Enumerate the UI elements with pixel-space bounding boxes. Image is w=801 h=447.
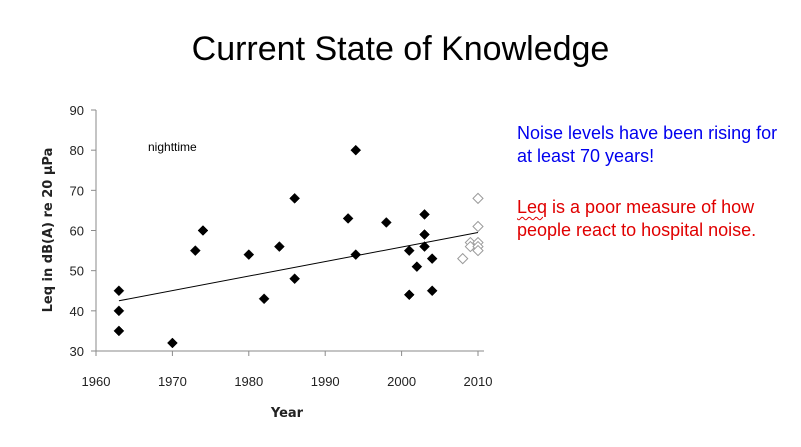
leq-measure-note: Leq is a poor measure of how people reac… — [517, 196, 792, 242]
filled-diamond-point — [258, 293, 270, 305]
chart-axes — [91, 109, 484, 356]
x-tick-label: 2010 — [464, 374, 493, 389]
y-tick-label: 40 — [70, 304, 84, 319]
filled-diamond-point — [274, 241, 285, 252]
hollow-diamond-point — [472, 220, 484, 233]
filled-diamond-point — [197, 225, 209, 236]
data-points — [113, 144, 484, 349]
filled-diamond-point — [419, 209, 430, 220]
x-axis-title: Year — [270, 406, 304, 421]
y-tick-label: 70 — [70, 183, 84, 198]
filled-diamond-point — [113, 285, 125, 297]
filled-diamond-point — [289, 273, 300, 285]
chart-tick-labels: 30 40 50 60 70 80 90 1960 1970 1980 1990 2000 2010 — [70, 103, 493, 389]
filled-diamond-point — [419, 229, 430, 240]
x-tick-label: 2000 — [387, 374, 416, 389]
leq-word: Leq — [517, 197, 548, 217]
filled-diamond-point — [243, 249, 255, 260]
filled-diamond-point — [167, 337, 178, 349]
filled-diamond-point — [113, 305, 125, 317]
x-tick-label: 1980 — [234, 374, 263, 389]
filled-diamond-point — [289, 193, 300, 204]
nighttime-annotation: nighttime — [148, 140, 197, 154]
filled-diamond-point — [403, 245, 415, 256]
x-tick-label: 1960 — [82, 374, 111, 389]
x-tick-label: 1990 — [311, 374, 340, 389]
filled-diamond-point — [113, 325, 125, 337]
y-tick-label: 80 — [70, 143, 84, 158]
filled-diamond-point — [189, 245, 201, 256]
y-tick-label: 60 — [70, 224, 84, 239]
filled-diamond-point — [426, 253, 438, 264]
slide-title: Current State of Knowledge — [191, 30, 610, 68]
trendline-group — [118, 232, 479, 302]
filled-diamond-point — [350, 144, 362, 156]
leq-note-rest: is a poor measure of how people react to… — [517, 197, 757, 240]
y-axis-title: Leq in dB(A) re 20 µPa — [41, 148, 56, 313]
filled-diamond-point — [350, 249, 362, 260]
hollow-diamond-point — [464, 240, 477, 253]
filled-diamond-point — [380, 217, 392, 228]
y-tick-label: 90 — [70, 103, 84, 118]
filled-diamond-point — [342, 213, 354, 224]
filled-diamond-point — [426, 285, 438, 297]
hollow-diamond-point — [472, 244, 484, 257]
hollow-diamond-point — [457, 252, 469, 265]
y-tick-label: 30 — [70, 344, 84, 359]
filled-diamond-point — [403, 289, 415, 301]
y-tick-label: 50 — [70, 264, 84, 279]
x-tick-label: 1970 — [158, 374, 187, 389]
filled-diamond-point — [419, 241, 430, 252]
filled-diamond-point — [411, 261, 423, 273]
rising-noise-note: Noise levels have been rising for at lea… — [517, 123, 778, 166]
trendline — [118, 232, 479, 302]
hollow-diamond-point — [472, 192, 484, 205]
